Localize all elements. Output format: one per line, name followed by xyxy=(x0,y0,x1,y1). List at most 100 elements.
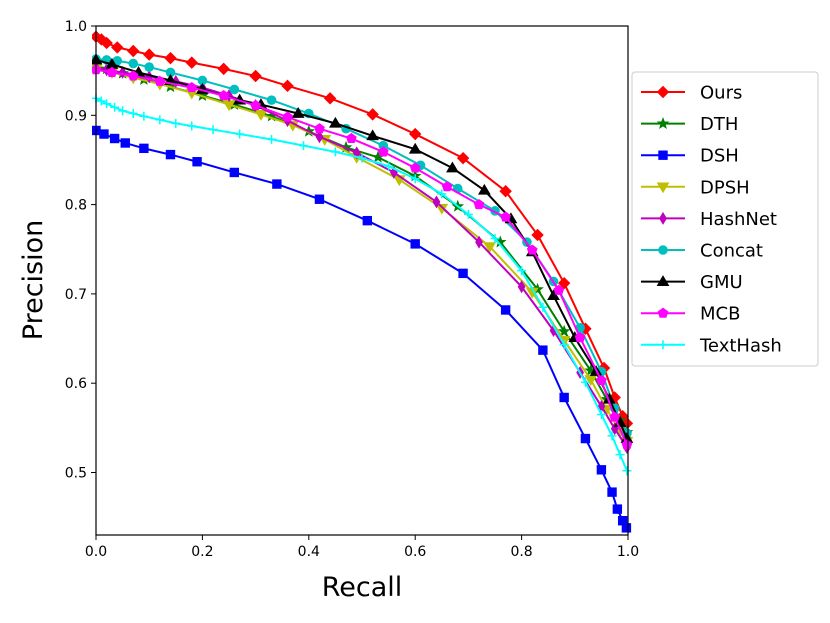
data-point-mcb xyxy=(441,181,453,192)
data-point-ours xyxy=(127,44,140,58)
y-tick-label: 0.7 xyxy=(65,287,87,303)
data-point-dsh xyxy=(612,504,623,514)
data-point-dsh xyxy=(607,487,617,497)
data-point-mcb xyxy=(218,90,230,101)
data-point-ours xyxy=(531,228,544,242)
data-point-dsh xyxy=(559,392,569,403)
data-point-ours xyxy=(323,92,337,105)
data-point-dsh xyxy=(538,345,548,355)
data-point-ours xyxy=(100,36,113,50)
data-point-mcb xyxy=(127,70,139,81)
data-point-texthash xyxy=(538,302,548,312)
data-point-hashnet xyxy=(315,130,324,144)
data-point-texthash xyxy=(155,115,165,125)
legend-item-gmu: GMU xyxy=(641,272,743,293)
data-point-dsh xyxy=(229,167,240,178)
data-point-mcb xyxy=(574,332,586,343)
x-tick-label: 0.8 xyxy=(510,544,532,560)
series-texthash xyxy=(92,93,632,476)
legend-label-dpsh: DPSH xyxy=(700,177,750,198)
data-point-gmu xyxy=(366,129,380,141)
data-point-mcb xyxy=(154,75,166,86)
legend-item-concat: Concat xyxy=(641,241,763,262)
data-point-mcb xyxy=(377,146,389,157)
data-point-texthash xyxy=(171,118,181,128)
data-point-gmu xyxy=(329,116,342,128)
legend-label-gmu: GMU xyxy=(700,272,743,293)
x-tick-label: 0.0 xyxy=(85,544,107,560)
data-point-texthash xyxy=(410,174,420,184)
x-tick-label: 1.0 xyxy=(617,544,639,560)
legend-item-mcb: MCB xyxy=(641,304,740,325)
legend-item-texthash: TextHash xyxy=(641,335,782,356)
data-point-mcb xyxy=(609,411,621,422)
y-tick-label: 0.9 xyxy=(65,108,87,124)
data-point-hashnet xyxy=(432,195,441,209)
data-point-dsh xyxy=(621,523,632,533)
data-point-ours xyxy=(456,151,470,165)
data-point-gmu xyxy=(446,161,459,173)
data-point-dsh xyxy=(120,138,130,148)
data-point-dth xyxy=(557,324,571,337)
y-tick-label: 1.0 xyxy=(65,19,87,35)
data-point-texthash xyxy=(102,99,112,109)
legend-marker-gmu xyxy=(656,275,670,286)
legend-marker-dth xyxy=(656,116,670,129)
series-ours xyxy=(92,30,633,430)
y-axis-label: Precision xyxy=(18,220,49,340)
data-point-dsh xyxy=(314,194,325,204)
data-point-dsh xyxy=(410,239,420,249)
legend-item-dsh: DSH xyxy=(641,146,739,167)
legend-label-hashnet: HashNet xyxy=(700,209,777,230)
data-point-texthash xyxy=(235,129,245,139)
data-point-mcb xyxy=(409,162,421,173)
data-point-texthash xyxy=(463,209,473,219)
data-point-dsh xyxy=(192,157,202,167)
legend-box xyxy=(631,71,819,367)
data-point-dsh xyxy=(139,143,149,154)
data-point-concat xyxy=(229,84,240,95)
data-point-texthash xyxy=(118,106,128,116)
data-point-dsh xyxy=(580,433,591,444)
data-point-dpsh xyxy=(483,242,497,254)
legend-label-texthash: TextHash xyxy=(699,335,782,356)
data-point-gmu xyxy=(408,142,422,154)
data-point-texthash xyxy=(580,377,590,387)
data-point-mcb xyxy=(526,244,538,255)
series-layer xyxy=(92,30,633,533)
data-point-mcb xyxy=(473,198,485,210)
data-point-mcb xyxy=(553,284,565,295)
legend-item-ours: Ours xyxy=(641,83,742,104)
legend-marker-dpsh xyxy=(656,182,670,194)
series-dsh xyxy=(92,125,632,533)
data-point-ours xyxy=(366,108,379,121)
data-point-dsh xyxy=(458,268,468,279)
plot-frame xyxy=(95,25,629,536)
data-point-ours xyxy=(142,48,156,61)
legend-label-dsh: DSH xyxy=(700,146,739,167)
data-point-texthash xyxy=(357,153,367,163)
y-tick-label: 0.5 xyxy=(65,465,87,481)
data-point-dsh xyxy=(596,465,607,475)
x-tick-label: 0.2 xyxy=(191,544,213,560)
data-point-ours xyxy=(499,184,512,198)
data-point-dsh xyxy=(109,133,120,144)
data-point-ours xyxy=(249,69,262,83)
legend-item-dpsh: DPSH xyxy=(641,177,750,198)
data-point-concat xyxy=(144,62,154,72)
data-point-texthash xyxy=(96,96,106,106)
data-point-texthash xyxy=(622,466,632,476)
data-point-texthash xyxy=(384,161,394,171)
data-point-texthash xyxy=(139,111,149,121)
data-point-ours xyxy=(111,41,124,54)
data-point-ours xyxy=(557,276,571,290)
legend-item-dth: DTH xyxy=(641,114,738,135)
data-point-dpsh xyxy=(254,110,268,121)
data-point-mcb xyxy=(621,439,633,450)
data-point-texthash xyxy=(187,121,197,131)
legend: Ours DTH DSH DPSH HashNet Concat GMU MCB TextHas… xyxy=(631,71,819,367)
data-point-mcb xyxy=(596,374,607,386)
data-point-mcb xyxy=(314,123,325,134)
data-point-texthash xyxy=(128,109,138,119)
x-tick-label: 0.4 xyxy=(298,544,320,560)
